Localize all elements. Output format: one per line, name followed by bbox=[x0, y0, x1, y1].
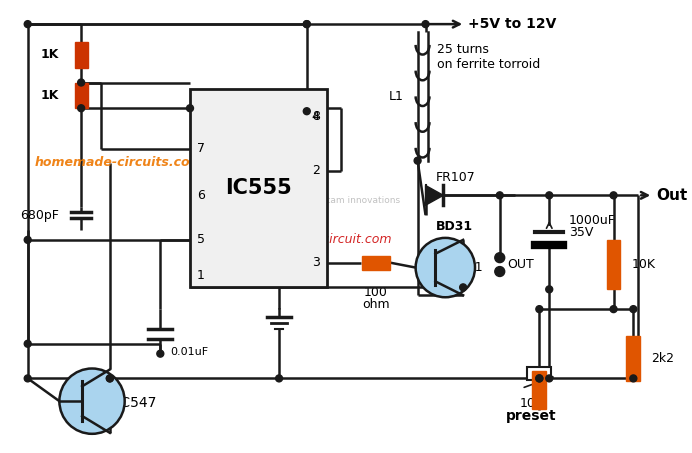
Circle shape bbox=[303, 21, 310, 28]
Circle shape bbox=[303, 108, 310, 115]
Text: ohm: ohm bbox=[362, 298, 390, 311]
Text: L1: L1 bbox=[389, 90, 403, 103]
Circle shape bbox=[546, 192, 553, 199]
Circle shape bbox=[24, 375, 31, 382]
Text: 680pF: 680pF bbox=[21, 209, 60, 222]
Circle shape bbox=[107, 375, 113, 382]
Text: 2: 2 bbox=[312, 164, 320, 177]
Text: FR107: FR107 bbox=[435, 171, 475, 184]
Text: 5: 5 bbox=[197, 233, 205, 246]
Text: 35V: 35V bbox=[569, 226, 594, 240]
Circle shape bbox=[187, 105, 194, 112]
Text: preset: preset bbox=[506, 409, 557, 423]
Text: 2k2: 2k2 bbox=[651, 352, 674, 365]
Bar bbox=[607, 240, 621, 289]
Circle shape bbox=[422, 21, 429, 28]
Text: 0.01uF: 0.01uF bbox=[170, 347, 208, 357]
Text: BD31: BD31 bbox=[435, 220, 473, 232]
Text: 7: 7 bbox=[197, 142, 205, 155]
Text: IC555: IC555 bbox=[225, 178, 291, 198]
Text: homemade-circuit.com: homemade-circuit.com bbox=[248, 233, 392, 246]
Bar bbox=[75, 42, 88, 67]
Text: 1K: 1K bbox=[41, 48, 60, 61]
Circle shape bbox=[536, 306, 543, 313]
Circle shape bbox=[60, 368, 125, 434]
Circle shape bbox=[24, 21, 31, 28]
Circle shape bbox=[78, 79, 84, 86]
Text: T1: T1 bbox=[467, 261, 483, 274]
Text: +5V to 12V: +5V to 12V bbox=[468, 17, 556, 31]
Circle shape bbox=[459, 284, 466, 291]
Circle shape bbox=[536, 375, 543, 382]
Circle shape bbox=[414, 157, 421, 164]
Circle shape bbox=[546, 375, 553, 382]
Circle shape bbox=[495, 253, 504, 263]
Bar bbox=[626, 336, 640, 381]
Circle shape bbox=[275, 375, 282, 382]
Circle shape bbox=[157, 350, 164, 357]
Text: on ferrite torroid: on ferrite torroid bbox=[437, 58, 540, 71]
Circle shape bbox=[495, 266, 504, 276]
Circle shape bbox=[630, 306, 637, 313]
Text: Out: Out bbox=[656, 188, 687, 203]
Text: 10K: 10K bbox=[631, 258, 655, 271]
Circle shape bbox=[416, 238, 475, 297]
Circle shape bbox=[24, 340, 31, 347]
Text: OUT: OUT bbox=[508, 258, 534, 271]
Text: 6: 6 bbox=[197, 189, 205, 202]
Text: swagotam innovations swagotam innovations: swagotam innovations swagotam innovation… bbox=[193, 196, 400, 205]
Text: 8: 8 bbox=[311, 110, 320, 123]
Text: homemade-circuits.com: homemade-circuits.com bbox=[35, 156, 203, 169]
Text: BC547: BC547 bbox=[112, 396, 157, 410]
Bar bbox=[532, 371, 546, 409]
Circle shape bbox=[496, 192, 503, 199]
Circle shape bbox=[24, 236, 31, 243]
Bar bbox=[190, 89, 327, 287]
Text: 1: 1 bbox=[197, 269, 205, 282]
Circle shape bbox=[610, 306, 617, 313]
Circle shape bbox=[610, 192, 617, 199]
Text: 10k: 10k bbox=[520, 397, 543, 410]
Bar bbox=[527, 366, 552, 381]
Circle shape bbox=[630, 375, 637, 382]
Bar bbox=[75, 82, 88, 108]
Polygon shape bbox=[426, 185, 444, 205]
Circle shape bbox=[78, 105, 84, 112]
Text: 3: 3 bbox=[312, 256, 320, 269]
Text: 100: 100 bbox=[364, 286, 388, 299]
Circle shape bbox=[303, 21, 310, 28]
Circle shape bbox=[546, 286, 553, 293]
Circle shape bbox=[107, 375, 113, 382]
Text: 25 turns: 25 turns bbox=[437, 43, 489, 56]
Circle shape bbox=[536, 375, 543, 382]
Text: 1K: 1K bbox=[41, 89, 60, 102]
Text: 1000uF: 1000uF bbox=[569, 213, 616, 226]
Text: 4: 4 bbox=[312, 110, 320, 123]
Bar bbox=[362, 255, 390, 270]
